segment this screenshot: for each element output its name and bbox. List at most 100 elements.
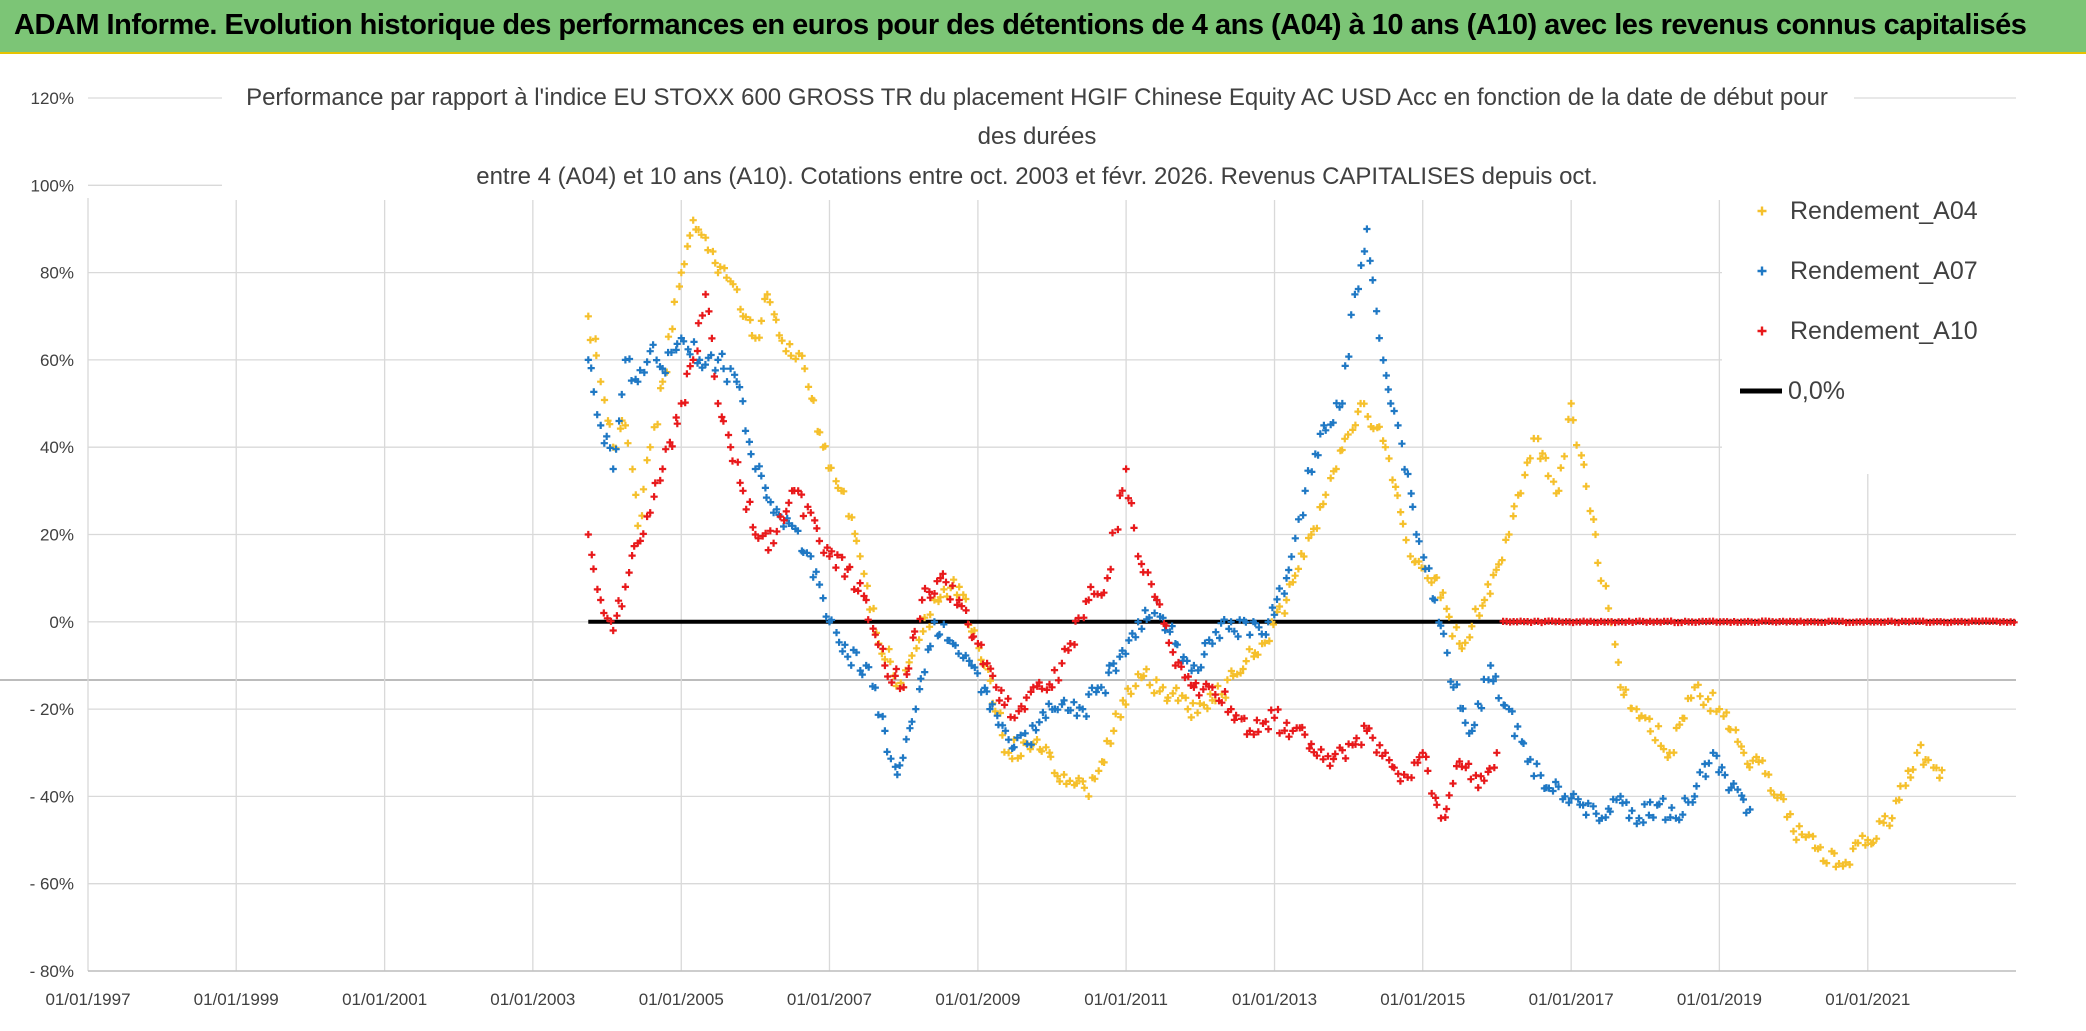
rendement-a07-point <box>1412 530 1420 539</box>
rendement-a10-point <box>958 602 966 610</box>
rendement-a07-point <box>707 351 715 359</box>
rendement-a10-point <box>609 626 617 635</box>
rendement-a10-point <box>962 606 970 614</box>
rendement-a04-point <box>634 522 642 530</box>
rendement-a07-point <box>838 647 847 655</box>
rendement-a07-point <box>983 687 991 696</box>
rendement-a04-point <box>1646 727 1654 735</box>
rendement-a07-point <box>718 350 726 358</box>
rendement-a07-point <box>1054 706 1062 714</box>
rendement-a10-point <box>1445 791 1453 799</box>
legend: Rendement_A04 Rendement_A07 Rendement_A10 0… <box>1722 174 2016 474</box>
rendement-a10-point <box>1369 734 1377 742</box>
rendement-a04-point <box>1142 665 1150 673</box>
rendement-a07-point <box>1094 684 1102 692</box>
rendement-a10-point <box>799 512 807 520</box>
rendement-a07-point <box>865 663 873 671</box>
rendement-a07-point <box>1661 816 1669 824</box>
rendement-a04-point <box>1443 605 1451 613</box>
rendement-a10-point <box>1064 646 1072 654</box>
y-tick-label: 120% <box>31 89 74 108</box>
rendement-a07-point <box>612 445 620 453</box>
rendement-a10-point <box>1352 734 1361 742</box>
rendement-a10-point <box>746 498 754 506</box>
rendement-a07-point <box>1021 729 1029 737</box>
rendement-a07-point <box>1574 795 1582 803</box>
rendement-a10-point <box>850 585 858 593</box>
rendement-a04-point <box>1924 756 1932 764</box>
rendement-a10-point <box>776 513 784 521</box>
rendement-a07-point <box>1270 611 1278 619</box>
rendement-a07-point <box>1508 707 1516 715</box>
rendement-a07-point <box>1134 618 1142 626</box>
rendement-a04-point <box>1152 676 1160 684</box>
rendement-a10-point <box>1467 775 1475 783</box>
rendement-a04-point <box>953 591 961 599</box>
rendement-a07-point <box>844 653 852 661</box>
rendement-a07-point <box>1545 784 1553 792</box>
header-title: ADAM Informe. Evolution historique des p… <box>14 9 2027 41</box>
rendement-a04-point <box>905 658 913 666</box>
rendement-a04-point <box>1654 722 1663 730</box>
rendement-a10-point <box>879 645 887 653</box>
rendement-a10-point <box>718 413 726 421</box>
rendement-a07-point <box>1692 782 1701 790</box>
rendement-a10-point <box>1192 679 1200 687</box>
rendement-a04-point <box>697 231 705 239</box>
chart-title-background <box>222 76 1854 200</box>
rendement-a10-point <box>1087 583 1095 591</box>
rendement-a10-point <box>1490 764 1498 772</box>
rendement-a07-point <box>1042 714 1050 722</box>
rendement-a10-point <box>916 615 924 623</box>
rendement-a04-point <box>1305 534 1313 542</box>
rendement-a07-point <box>1282 574 1291 582</box>
rendement-a07-point <box>1689 798 1697 806</box>
rendement-a04-point <box>851 530 859 538</box>
rendement-a07-point <box>973 669 982 677</box>
rendement-a07-point <box>935 630 944 639</box>
rendement-a10-point <box>1360 722 1368 730</box>
rendement-a04-point <box>664 333 673 341</box>
rendement-a04-point <box>592 351 600 360</box>
rendement-a10-point <box>1118 487 1126 495</box>
rendement-a07-point <box>940 620 948 628</box>
rendement-a07-point <box>1005 736 1013 744</box>
rendement-a04-point <box>1439 589 1447 597</box>
rendement-a04-point <box>643 456 651 464</box>
rendement-a07-point <box>1526 755 1534 764</box>
rendement-a10-point <box>1156 600 1164 608</box>
rendement-a07-point <box>1742 809 1750 817</box>
y-axis-ticks: 120% 100% 80% 60% 40% 20% 0% - 20% - 40% - 60% - 8… <box>30 89 74 981</box>
x-tick-label: 01/01/2019 <box>1677 990 1762 1009</box>
rendement-a10-point <box>751 530 759 539</box>
rendement-a07-point <box>1322 426 1330 434</box>
rendement-a07-point <box>597 421 605 429</box>
rendement-a10-point <box>1177 663 1185 671</box>
rendement-a04-point <box>1349 426 1357 434</box>
rendement-a10-point <box>1134 552 1142 560</box>
rendement-a10-point <box>1174 658 1183 667</box>
rendement-a07-point <box>1492 672 1500 681</box>
rendement-a04-point <box>1397 508 1405 516</box>
rendement-a10-point <box>911 627 919 636</box>
rendement-a07-point <box>827 616 836 624</box>
rendement-a04-point <box>1604 604 1613 612</box>
rendement-a04-point <box>860 570 868 578</box>
rendement-a07-point <box>794 527 802 535</box>
rendement-a07-point <box>847 661 855 669</box>
rendement-a04-point <box>1586 507 1594 515</box>
rendement-a07-point <box>609 465 617 473</box>
rendement-a07-point <box>1582 811 1590 819</box>
rendement-a10-point <box>987 665 995 673</box>
rendement-a04-point <box>1375 423 1383 431</box>
rendement-a04-point <box>1156 687 1164 695</box>
rendement-a04-point <box>597 378 605 386</box>
rendement-a04-point <box>1289 578 1297 586</box>
rendement-a07-point <box>1702 772 1710 781</box>
rendement-a04-point <box>723 274 731 282</box>
rendement-a04-point <box>1737 742 1745 751</box>
rendement-a10-point <box>1365 724 1373 732</box>
rendement-a04-point <box>1919 761 1928 769</box>
rendement-a10-point <box>754 534 762 542</box>
rendement-a10-point <box>727 443 735 451</box>
